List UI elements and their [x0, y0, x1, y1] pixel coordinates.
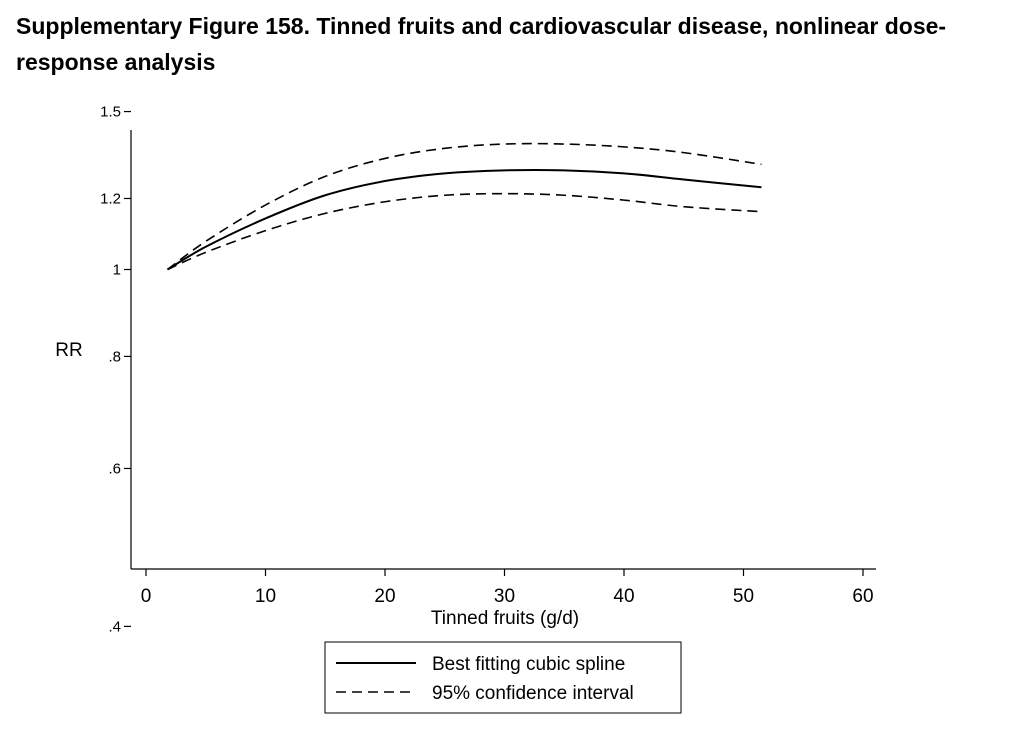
legend-label-ci: 95% confidence interval — [432, 683, 634, 704]
upper-ci-line — [167, 142, 762, 271]
x-tick-label: 40 — [613, 586, 634, 607]
x-ticks: 0 10 20 30 40 50 60 — [141, 569, 874, 607]
x-tick-label: 0 — [141, 586, 152, 607]
y-axis-title: RR — [55, 340, 82, 361]
x-axis-title: Tinned fruits (g/d) — [431, 608, 579, 629]
x-tick-label: 20 — [374, 586, 395, 607]
x-tick-label: 50 — [733, 586, 754, 607]
x-tick-label: 10 — [255, 586, 276, 607]
y-tick-label: .8 — [108, 348, 121, 365]
legend: Best fitting cubic spline 95% confidence… — [324, 641, 682, 714]
lower-ci-line — [167, 192, 762, 271]
figure-title: Supplementary Figure 158. Tinned fruits … — [16, 13, 947, 75]
y-ticks: .4 .6 .8 1 1.2 1.5 — [100, 104, 131, 635]
spline-line — [166, 168, 762, 271]
y-tick-label: .4 — [108, 618, 121, 635]
x-tick-label: 60 — [852, 586, 873, 607]
y-tick-label: 1 — [113, 262, 121, 279]
legend-label-spline: Best fitting cubic spline — [432, 654, 625, 675]
legend-box — [324, 641, 682, 714]
y-tick-label: 1.2 — [100, 190, 121, 207]
x-tick-label: 30 — [494, 586, 515, 607]
y-tick-label: .6 — [108, 460, 121, 477]
y-tick-label: 1.5 — [100, 104, 121, 121]
series-group — [166, 142, 762, 271]
